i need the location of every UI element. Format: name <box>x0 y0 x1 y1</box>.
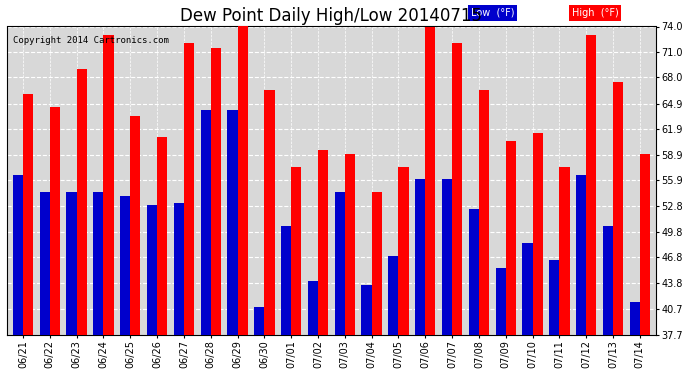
Bar <box>77 69 87 334</box>
Bar <box>184 44 194 334</box>
Bar <box>120 196 130 334</box>
Bar <box>13 175 23 334</box>
Bar <box>479 90 489 334</box>
Bar <box>157 137 167 334</box>
Bar <box>533 132 543 334</box>
Title: Dew Point Daily High/Low 20140715: Dew Point Daily High/Low 20140715 <box>180 7 482 25</box>
Bar <box>345 154 355 334</box>
Bar <box>506 141 516 334</box>
Bar <box>522 243 533 334</box>
Bar <box>576 175 586 334</box>
Bar <box>388 256 398 334</box>
Bar <box>130 116 141 334</box>
Bar <box>425 27 435 334</box>
Bar <box>66 192 77 334</box>
Bar <box>201 110 210 334</box>
Bar <box>442 179 452 334</box>
Bar <box>335 192 345 334</box>
Bar <box>50 107 60 334</box>
Bar <box>228 110 237 334</box>
Bar <box>264 90 275 334</box>
Bar <box>469 209 479 334</box>
Bar <box>549 260 560 334</box>
Bar <box>415 179 425 334</box>
Bar <box>495 268 506 334</box>
Text: Low  (°F): Low (°F) <box>471 8 515 18</box>
Bar <box>613 82 623 334</box>
Bar <box>93 192 104 334</box>
Bar <box>398 166 408 334</box>
Text: High  (°F): High (°F) <box>571 8 618 18</box>
Bar <box>629 302 640 334</box>
Bar <box>452 44 462 334</box>
Bar <box>318 150 328 334</box>
Bar <box>210 48 221 334</box>
Bar <box>372 192 382 334</box>
Bar <box>104 35 114 334</box>
Bar <box>254 306 264 334</box>
Bar <box>603 226 613 334</box>
Bar <box>23 94 33 334</box>
Bar <box>39 192 50 334</box>
Bar <box>560 166 569 334</box>
Bar <box>174 203 184 334</box>
Bar <box>362 285 372 334</box>
Bar <box>308 281 318 334</box>
Bar <box>147 205 157 334</box>
Bar <box>640 154 650 334</box>
Bar <box>237 18 248 334</box>
Bar <box>291 166 302 334</box>
Text: Copyright 2014 Cartronics.com: Copyright 2014 Cartronics.com <box>13 36 169 45</box>
Bar <box>281 226 291 334</box>
Bar <box>586 35 596 334</box>
